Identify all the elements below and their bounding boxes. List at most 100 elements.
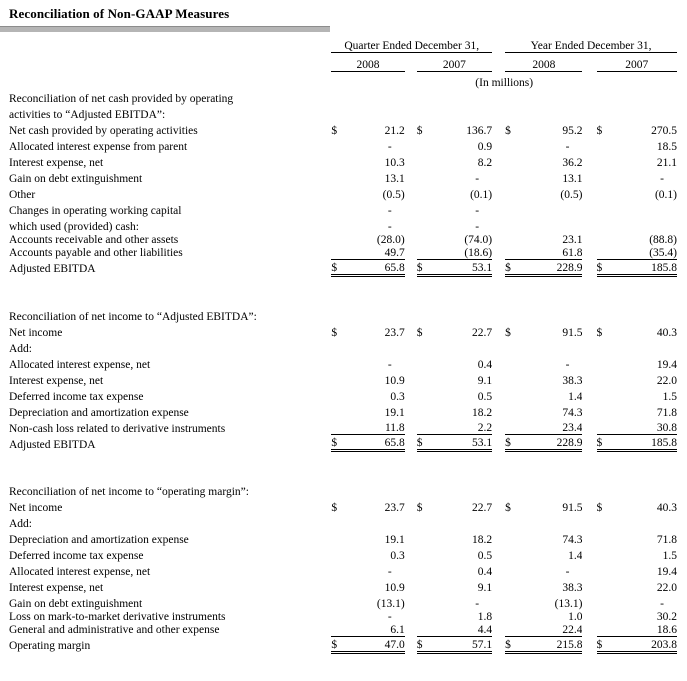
dollar-sign: $ bbox=[505, 502, 511, 514]
column-gap bbox=[492, 562, 505, 578]
row-label: Non-cash loss related to derivative inst… bbox=[9, 422, 226, 435]
column-gap bbox=[405, 246, 417, 259]
row-label: Net cash provided by operating activitie… bbox=[9, 125, 198, 137]
dollar-sign: $ bbox=[416, 259, 433, 277]
value-cell: 228.9 bbox=[521, 434, 583, 452]
dollar-sign: $ bbox=[331, 434, 348, 452]
column-gap bbox=[492, 578, 505, 594]
value-cell: 53.1 bbox=[432, 259, 493, 277]
value-cell: 215.8 bbox=[521, 636, 583, 654]
value-cell bbox=[613, 514, 677, 530]
column-gap bbox=[582, 514, 596, 530]
dollar-sign bbox=[331, 339, 347, 355]
value-cell: (74.0) bbox=[464, 234, 493, 246]
column-gap bbox=[582, 201, 596, 217]
dollar-sign bbox=[331, 578, 347, 594]
column-gap bbox=[492, 169, 505, 185]
dollar-sign bbox=[505, 355, 521, 371]
value-cell: - bbox=[387, 205, 392, 217]
column-gap bbox=[582, 530, 596, 546]
dollar-sign: $ bbox=[505, 636, 522, 654]
value-cell: 10.9 bbox=[384, 582, 405, 594]
column-gap bbox=[582, 153, 596, 169]
dollar-sign bbox=[417, 371, 433, 387]
table-row: Adjusted EBITDA $65.8 $53.1 $228.9 $185.8 bbox=[9, 259, 677, 277]
value-cell: (88.8) bbox=[649, 234, 677, 246]
table-row: Deferred income tax expense 0.3 0.5 1.4 1.5 bbox=[9, 387, 677, 403]
value-cell: - bbox=[660, 173, 664, 185]
dollar-sign bbox=[331, 546, 347, 562]
table-row: Gain on debt extinguishment (13.1) - (13.1)… bbox=[9, 594, 677, 610]
dollar-sign bbox=[597, 339, 613, 355]
row-label: Depreciation and amortization expense bbox=[9, 406, 189, 419]
units-note: (In millions) bbox=[475, 77, 534, 89]
dollar-sign: $ bbox=[416, 125, 423, 137]
dollar-sign bbox=[417, 137, 433, 153]
dollar-sign bbox=[597, 371, 613, 387]
value-cell: - bbox=[565, 566, 570, 578]
dollar-sign bbox=[597, 610, 613, 623]
column-gap bbox=[582, 137, 596, 153]
dollar-sign bbox=[416, 246, 433, 260]
column-gap bbox=[582, 169, 596, 185]
dollar-sign: $ bbox=[505, 125, 511, 137]
column-gap bbox=[582, 233, 596, 246]
column-gap bbox=[492, 185, 505, 201]
dollar-sign bbox=[331, 217, 347, 233]
value-cell: (0.1) bbox=[470, 189, 493, 201]
column-gap bbox=[405, 259, 417, 275]
column-gap bbox=[582, 121, 596, 137]
value-cell: 71.8 bbox=[656, 534, 677, 546]
dollar-sign bbox=[505, 387, 521, 403]
column-gap bbox=[492, 201, 505, 217]
dollar-sign bbox=[505, 153, 521, 169]
value-cell: 1.4 bbox=[568, 550, 583, 562]
units-row: (In millions) bbox=[9, 71, 677, 89]
value-cell bbox=[613, 217, 677, 233]
value-cell: 0.3 bbox=[390, 550, 405, 562]
row-label: Adjusted EBITDA bbox=[9, 263, 96, 275]
table-body: Reconciliation of net cash provided by o… bbox=[9, 89, 677, 654]
value-cell: (0.5) bbox=[382, 189, 405, 201]
value-cell: 11.8 bbox=[347, 418, 405, 435]
table-row: Interest expense, net 10.9 9.1 38.3 22.0 bbox=[9, 578, 677, 594]
table-row: Operating margin $47.0 $57.1 $215.8 $203.8 bbox=[9, 636, 677, 654]
dollar-sign bbox=[505, 594, 521, 610]
column-gap bbox=[492, 121, 505, 137]
dollar-sign: $ bbox=[416, 502, 423, 514]
value-cell: 0.4 bbox=[477, 358, 493, 371]
value-cell: 1.5 bbox=[662, 390, 677, 403]
year-header-y2008: 2008 bbox=[505, 52, 583, 72]
value-cell: 6.1 bbox=[347, 623, 405, 637]
column-gap bbox=[492, 514, 505, 530]
value-cell bbox=[613, 201, 677, 217]
column-gap bbox=[405, 355, 417, 371]
dollar-sign bbox=[597, 233, 613, 246]
dollar-sign: $ bbox=[596, 434, 613, 452]
value-cell: 22.7 bbox=[471, 326, 493, 339]
dollar-sign: $ bbox=[596, 326, 603, 339]
value-cell: 38.3 bbox=[562, 582, 583, 594]
column-gap bbox=[582, 594, 596, 610]
value-cell: 71.8 bbox=[656, 406, 677, 419]
dollar-sign bbox=[417, 514, 433, 530]
column-gap bbox=[492, 259, 505, 275]
value-cell: - bbox=[387, 221, 392, 233]
year-header-row: 2008 2007 2008 2007 bbox=[9, 52, 677, 72]
row-label: Interest expense, net bbox=[9, 582, 104, 594]
value-cell: - bbox=[387, 566, 392, 578]
table-row: Net income $23.7 $22.7 $91.5 $40.3 bbox=[9, 498, 677, 514]
column-gap bbox=[405, 530, 417, 546]
column-gap bbox=[405, 153, 417, 169]
value-cell: 19.4 bbox=[656, 566, 677, 578]
title-underline-bar bbox=[0, 26, 330, 32]
table-row: Net income $23.7 $22.7 $91.5 $40.3 bbox=[9, 323, 677, 339]
table-row: Interest expense, net 10.9 9.1 38.3 22.0 bbox=[9, 371, 677, 387]
value-cell: 10.3 bbox=[384, 157, 405, 169]
dollar-sign bbox=[417, 201, 433, 217]
column-gap bbox=[492, 435, 505, 451]
dollar-sign: $ bbox=[505, 434, 522, 452]
column-gap bbox=[492, 355, 505, 371]
column-gap bbox=[405, 514, 417, 530]
